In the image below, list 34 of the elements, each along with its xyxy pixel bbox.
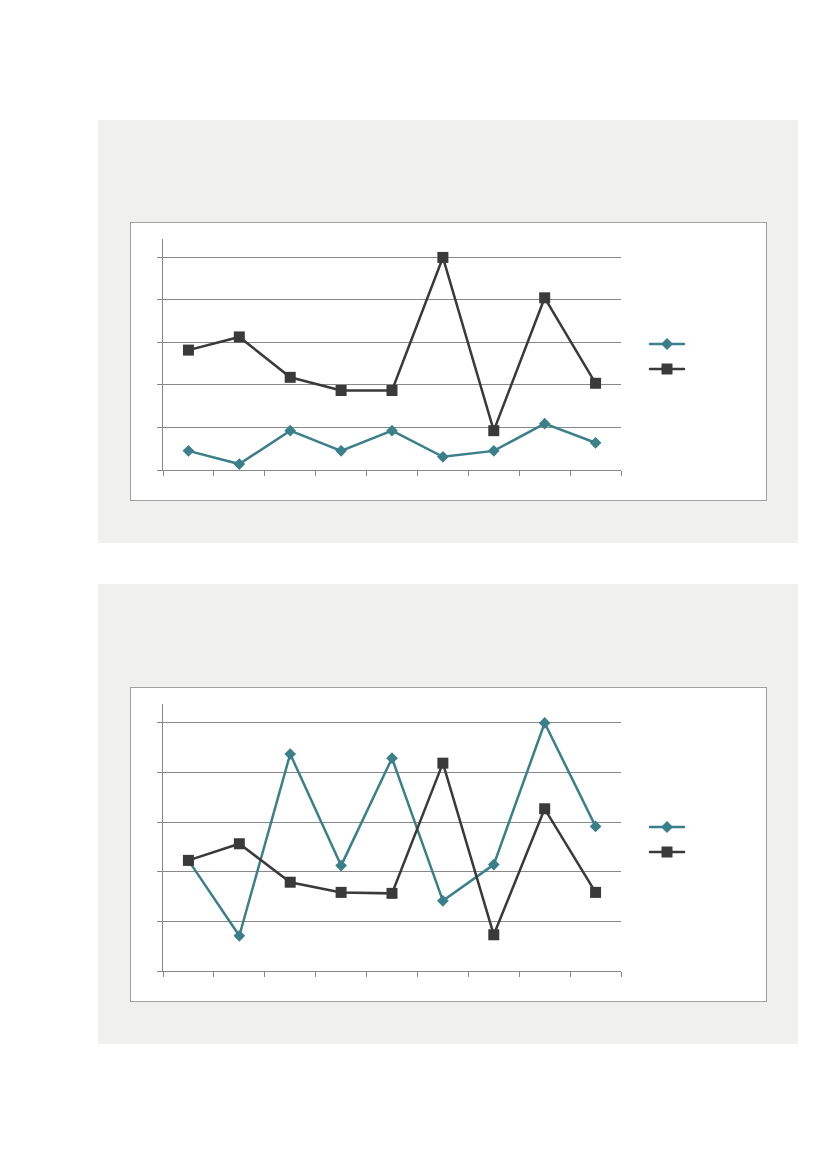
point [437, 894, 449, 907]
point [487, 445, 500, 457]
point [590, 886, 602, 898]
point [182, 344, 194, 356]
point [233, 838, 245, 850]
point [539, 292, 551, 304]
point [284, 876, 296, 888]
point [284, 748, 297, 760]
point [539, 803, 551, 815]
point [386, 424, 398, 437]
point [284, 424, 297, 437]
point [233, 458, 246, 470]
point [335, 445, 347, 457]
point [538, 417, 551, 430]
point [335, 886, 347, 898]
point [538, 717, 551, 729]
point [386, 887, 398, 899]
point [284, 371, 296, 383]
point [386, 752, 398, 765]
point [437, 757, 449, 769]
point [589, 436, 602, 449]
point [386, 385, 398, 396]
point [182, 445, 195, 457]
point [589, 820, 602, 833]
point [335, 385, 347, 396]
point [437, 251, 449, 263]
point [437, 450, 449, 463]
point [335, 859, 347, 872]
point [233, 331, 245, 343]
point [488, 929, 500, 941]
point [233, 929, 246, 942]
point [488, 425, 500, 437]
point [590, 377, 602, 389]
point [487, 858, 500, 871]
